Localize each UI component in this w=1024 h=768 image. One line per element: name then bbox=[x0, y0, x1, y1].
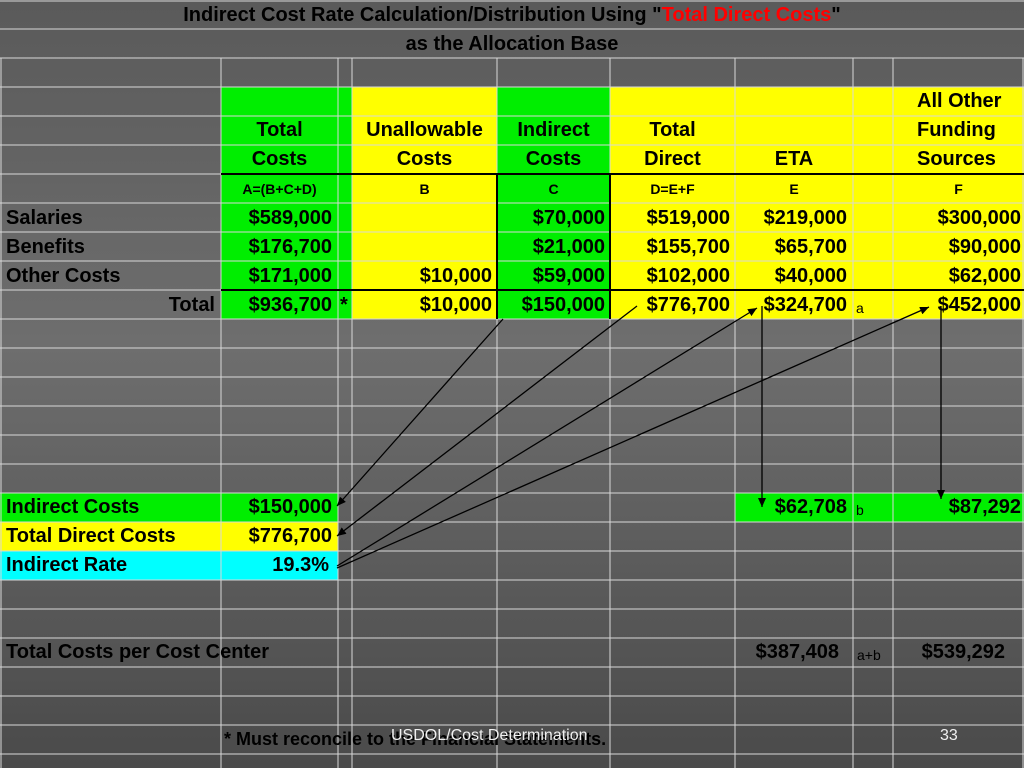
total-f: $452,000 bbox=[937, 294, 1021, 316]
formula-e: E bbox=[789, 181, 799, 197]
reconcile-note: * Must reconcile to the Financial Statem… bbox=[224, 729, 607, 749]
total-d: $776,700 bbox=[646, 294, 730, 316]
footer-source: USDOL/Cost Determination bbox=[391, 727, 588, 744]
total-star: * bbox=[340, 294, 348, 316]
cell-b: $10,000 bbox=[419, 265, 492, 287]
cost-center-label: Total Costs per Cost Center bbox=[6, 641, 269, 663]
title-prefix: Indirect Cost Rate Calculation/Distribut… bbox=[183, 4, 662, 26]
col-rule-c bbox=[609, 174, 611, 319]
cost-center-other: $539,292 bbox=[921, 641, 1005, 663]
page-subtitle: as the Allocation Base bbox=[405, 33, 619, 55]
rate-row-bg bbox=[0, 551, 338, 580]
other-alloc-value: $87,292 bbox=[948, 496, 1021, 518]
cell-d: $519,000 bbox=[646, 207, 730, 229]
header-indirect-2: Costs bbox=[525, 148, 582, 170]
header-indirect-1: Indirect bbox=[517, 119, 590, 141]
indirect-costs-value: $150,000 bbox=[248, 496, 332, 518]
tdc-label: Total Direct Costs bbox=[6, 525, 176, 547]
cell-f: $62,000 bbox=[948, 265, 1021, 287]
rate-value: 19.3% bbox=[272, 554, 329, 576]
total-label: Total bbox=[168, 294, 215, 316]
indirect-costs-label: Indirect Costs bbox=[6, 496, 140, 518]
header-total-direct-2: Direct bbox=[644, 148, 701, 170]
rate-label: Indirect Rate bbox=[6, 554, 128, 576]
cell-f: $90,000 bbox=[948, 236, 1021, 258]
cost-center-eta: $387,408 bbox=[755, 641, 839, 663]
cell-e: $219,000 bbox=[763, 207, 847, 229]
arrow-tdc bbox=[336, 305, 638, 537]
total-c: $150,000 bbox=[521, 294, 605, 316]
total-rule bbox=[221, 289, 1024, 291]
header-total-1: Total bbox=[256, 119, 303, 141]
title-highlight: Total Direct Costs bbox=[661, 4, 832, 26]
eta-alloc-bg bbox=[735, 493, 893, 522]
cell-c: $59,000 bbox=[532, 265, 605, 287]
col-rule-b bbox=[496, 174, 498, 319]
cell-a: $176,700 bbox=[248, 236, 332, 258]
header-total-2: Costs bbox=[251, 148, 308, 170]
row-label: Benefits bbox=[6, 236, 85, 258]
formula-c: C bbox=[548, 181, 559, 197]
total-e: $324,700 bbox=[763, 294, 847, 316]
arrow-rate-eta bbox=[336, 307, 758, 567]
formula-d: D=E+F bbox=[650, 181, 695, 197]
arrow-indirect bbox=[336, 318, 504, 507]
cell-e: $40,000 bbox=[774, 265, 847, 287]
cell-d: $102,000 bbox=[646, 265, 730, 287]
formula-f: F bbox=[954, 181, 963, 197]
arrow-rate-other bbox=[336, 306, 930, 569]
header-other-3: Sources bbox=[917, 148, 996, 170]
row-label: Other Costs bbox=[6, 265, 121, 287]
page-number: 33 bbox=[940, 727, 958, 744]
header-other-1: All Other bbox=[917, 90, 1002, 112]
indirect-costs-row-bg bbox=[0, 493, 338, 522]
header-rule bbox=[221, 173, 1024, 175]
eta-alloc-note: b bbox=[856, 502, 864, 518]
cost-center-note: a+b bbox=[857, 647, 881, 663]
tdc-row-bg bbox=[0, 522, 338, 551]
tdc-value: $776,700 bbox=[248, 525, 332, 547]
cell-c: $70,000 bbox=[532, 207, 605, 229]
header-unallowable-2: Costs bbox=[396, 148, 453, 170]
cell-f: $300,000 bbox=[937, 207, 1021, 229]
page-title: Indirect Cost Rate Calculation/Distribut… bbox=[0, 1, 1024, 29]
formula-a: A=(B+C+D) bbox=[242, 181, 317, 197]
cell-d: $155,700 bbox=[646, 236, 730, 258]
header-other-2: Funding bbox=[917, 119, 996, 141]
cell-a: $589,000 bbox=[248, 207, 332, 229]
total-e-note: a bbox=[856, 300, 864, 316]
formula-b: B bbox=[419, 181, 430, 197]
eta-alloc-value: $62,708 bbox=[774, 496, 847, 518]
header-eta: ETA bbox=[774, 148, 814, 170]
title-suffix: " bbox=[831, 4, 841, 26]
header-total-direct-1: Total bbox=[649, 119, 696, 141]
cell-a: $171,000 bbox=[248, 265, 332, 287]
cell-e: $65,700 bbox=[774, 236, 847, 258]
total-b: $10,000 bbox=[419, 294, 492, 316]
cell-c: $21,000 bbox=[532, 236, 605, 258]
header-unallowable-1: Unallowable bbox=[366, 119, 483, 141]
total-a: $936,700 bbox=[248, 294, 332, 316]
row-label: Salaries bbox=[6, 207, 83, 229]
other-alloc-bg bbox=[893, 493, 1024, 522]
